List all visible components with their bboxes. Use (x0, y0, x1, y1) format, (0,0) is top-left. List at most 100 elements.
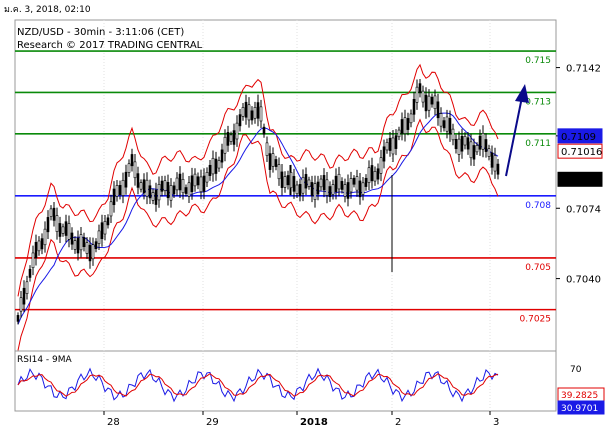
candle-body-136 (424, 94, 428, 112)
candle-body-71 (229, 134, 233, 142)
rsi-tick-0: 70 (570, 365, 582, 375)
candle-body-89 (283, 176, 287, 188)
rsi-line (17, 367, 499, 403)
candle-body-47 (157, 184, 161, 201)
candle-body-0 (16, 315, 20, 322)
candle-body-146 (454, 139, 458, 150)
rsi-tag-label-0: 39.2825 (561, 391, 598, 401)
candle-body-76 (244, 101, 248, 118)
candle-body-6 (34, 241, 38, 259)
candle-body-54 (178, 173, 182, 191)
candle-body-121 (379, 157, 383, 174)
price-tag-box-2 (557, 171, 603, 187)
price-tag-label-1: 0.71016 (561, 147, 602, 158)
candle-body-127 (397, 129, 401, 138)
candles (16, 79, 500, 325)
rsi-lines (17, 367, 499, 403)
candle-body-94 (298, 184, 302, 197)
candle-body-100 (316, 181, 320, 195)
candle-body-144 (448, 118, 452, 135)
candle-body-111 (349, 178, 353, 193)
price-tag-label-0: 0.7109 (561, 132, 596, 143)
chart-subtitle: Research © 2017 TRADING CENTRAL (17, 40, 203, 51)
candle-body-50 (166, 182, 170, 199)
rsi-tag-box-1 (557, 400, 605, 415)
candle-body-120 (376, 168, 380, 180)
candle-body-157 (487, 148, 491, 157)
candle-body-62 (202, 175, 206, 192)
candle-body-64 (208, 164, 212, 176)
candle-body-34 (118, 185, 122, 195)
candle-body-38 (130, 154, 134, 167)
candle-body-145 (451, 128, 455, 141)
candle-body-56 (184, 187, 188, 194)
candle-body-79 (253, 107, 257, 119)
candle-body-23 (85, 242, 89, 254)
candle-body-158 (490, 152, 494, 168)
candle-body-16 (64, 221, 68, 236)
x-tick-label-1: 29 (206, 417, 219, 428)
candle-body-48 (160, 180, 164, 192)
candle-body-123 (385, 142, 389, 151)
candle-body-32 (112, 188, 116, 206)
candle-body-59 (193, 173, 197, 187)
candle-body-81 (259, 106, 263, 122)
bollinger-upper (17, 63, 499, 297)
candle-body-51 (169, 185, 173, 201)
candle-body-106 (334, 175, 338, 192)
candle-body-20 (76, 237, 80, 254)
candle-body-55 (181, 179, 185, 194)
candle-body-66 (214, 158, 218, 174)
candle-body-33 (115, 185, 119, 197)
candle-body-105 (331, 184, 335, 195)
candle-body-101 (319, 178, 323, 188)
candle-body-151 (469, 141, 473, 159)
candle-body-12 (52, 207, 56, 221)
candle-body-27 (97, 230, 101, 244)
candle-body-132 (412, 98, 416, 115)
candle-body-11 (49, 208, 53, 217)
candle-body-67 (217, 160, 221, 169)
candle-body-103 (325, 179, 329, 196)
candle-body-90 (286, 175, 290, 186)
candle-body-61 (199, 176, 203, 193)
candle-body-15 (61, 226, 65, 234)
level-label-4: 0.705 (525, 263, 551, 273)
candle-body-14 (58, 223, 62, 237)
candle-body-82 (262, 126, 266, 135)
price-tag-box-1 (557, 143, 603, 159)
candle-body-130 (406, 118, 410, 130)
chart-title: NZD/USD - 30min - 3:11:06 (CET) (17, 27, 184, 38)
candle-body-3 (25, 281, 29, 294)
candle-body-149 (463, 136, 467, 146)
candle-body-28 (100, 222, 104, 239)
candle-body-156 (484, 139, 488, 152)
candle-body-115 (361, 182, 365, 195)
candle-body-13 (55, 215, 59, 232)
candle-body-65 (211, 157, 215, 175)
candle-body-88 (280, 171, 284, 188)
level-label-1: 0.713 (525, 97, 551, 107)
candle-body-95 (301, 177, 305, 194)
y-tick-label-3: 0.7040 (566, 275, 601, 286)
candle-body-19 (73, 240, 77, 250)
x-axis: 28 29 2018 2 3 (103, 411, 499, 428)
candle-body-63 (205, 172, 209, 183)
candle-body-29 (103, 221, 107, 235)
candle-body-43 (145, 179, 149, 197)
candle-body-143 (445, 116, 449, 132)
candle-body-73 (235, 122, 239, 140)
candle-body-77 (247, 104, 251, 121)
level-label-5: 0.7025 (520, 315, 552, 325)
bollinger-lower (17, 118, 499, 351)
forecast-arrow (505, 84, 529, 177)
candle-body-17 (67, 223, 71, 240)
x-tick-label-3: 2 (395, 417, 401, 428)
candle-body-36 (124, 171, 128, 188)
candle-body-119 (373, 171, 377, 182)
candle-body-134 (418, 83, 422, 94)
candle-body-154 (478, 135, 482, 150)
candle-body-99 (313, 183, 317, 200)
candle-body-110 (346, 182, 350, 199)
